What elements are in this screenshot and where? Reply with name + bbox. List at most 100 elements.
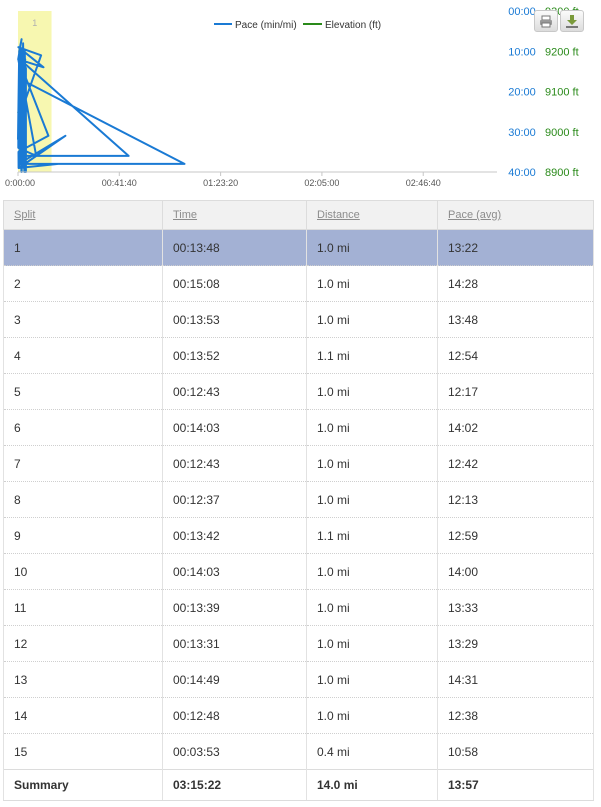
pace-tick-label: 00:00 [508,6,536,18]
cell-time: 00:12:48 [162,697,307,734]
table-row[interactable]: 2 00:15:08 1.0 mi 14:28 [3,265,594,302]
pace-series-line [17,38,186,173]
table-row[interactable]: 6 00:14:03 1.0 mi 14:02 [3,409,594,446]
cell-time: 00:13:53 [162,301,307,338]
download-button[interactable] [560,10,584,32]
summary-row: Summary 03:15:22 14.0 mi 13:57 [3,769,594,801]
table-row[interactable]: 12 00:13:31 1.0 mi 13:29 [3,625,594,662]
cell-distance: 1.1 mi [306,517,438,554]
cell-distance: 0.4 mi [306,733,438,770]
cell-split: 9 [3,517,163,554]
cell-time: 00:14:03 [162,553,307,590]
column-header-distance[interactable]: Distance [306,200,438,230]
download-icon [566,15,578,28]
cell-distance: 1.0 mi [306,661,438,698]
pace-tick-label: 10:00 [508,46,536,58]
cell-time: 00:15:08 [162,265,307,302]
cell-split: 1 [3,229,163,266]
cell-pace: 13:33 [437,589,594,626]
cell-distance: 1.0 mi [306,589,438,626]
pace-elevation-chart: 1 0:00:00 00:41:40 01:23:20 02:05:00 02:46:4… [0,0,601,196]
selected-split-marker: 1 [32,18,37,28]
cell-split: 12 [3,625,163,662]
cell-pace: 13:48 [437,301,594,338]
pace-tick-label: 40:00 [508,167,536,179]
table-row[interactable]: 3 00:13:53 1.0 mi 13:48 [3,301,594,338]
cell-split: 3 [3,301,163,338]
table-row[interactable]: 1 00:13:48 1.0 mi 13:22 [3,229,594,266]
x-tick-label: 0:00:00 [5,178,35,188]
legend-elevation-label: Elevation (ft) [325,20,381,31]
print-button[interactable] [534,10,558,32]
cell-pace: 14:31 [437,661,594,698]
cell-pace: 14:00 [437,553,594,590]
elevation-tick-label: 9200 ft [545,46,579,58]
cell-distance: 1.0 mi [306,481,438,518]
table-header-row: Split Time Distance Pace (avg) [3,200,594,230]
cell-time: 00:13:42 [162,517,307,554]
chart-svg: 1 0:00:00 00:41:40 01:23:20 02:05:00 02:46:4… [5,6,579,188]
elevation-tick-label: 8900 ft [545,167,579,179]
cell-pace: 10:58 [437,733,594,770]
cell-time: 00:14:03 [162,409,307,446]
cell-split: 2 [3,265,163,302]
cell-distance: 1.0 mi [306,625,438,662]
table-row[interactable]: 10 00:14:03 1.0 mi 14:00 [3,553,594,590]
cell-distance: 1.0 mi [306,229,438,266]
cell-pace: 12:38 [437,697,594,734]
summary-label: Summary [3,769,163,801]
cell-time: 00:13:31 [162,625,307,662]
table-row[interactable]: 9 00:13:42 1.1 mi 12:59 [3,517,594,554]
cell-time: 00:13:48 [162,229,307,266]
cell-time: 00:12:43 [162,445,307,482]
table-row[interactable]: 14 00:12:48 1.0 mi 12:38 [3,697,594,734]
x-tick-label: 01:23:20 [203,178,238,188]
cell-distance: 1.0 mi [306,265,438,302]
x-tick-label: 00:41:40 [102,178,137,188]
table-row[interactable]: 11 00:13:39 1.0 mi 13:33 [3,589,594,626]
cell-pace: 14:28 [437,265,594,302]
summary-pace: 13:57 [437,769,594,801]
pace-tick-label: 30:00 [508,127,536,139]
cell-split: 5 [3,373,163,410]
table-row[interactable]: 4 00:13:52 1.1 mi 12:54 [3,337,594,374]
cell-pace: 12:59 [437,517,594,554]
cell-distance: 1.0 mi [306,697,438,734]
table-row[interactable]: 7 00:12:43 1.0 mi 12:42 [3,445,594,482]
table-row[interactable]: 8 00:12:37 1.0 mi 12:13 [3,481,594,518]
cell-pace: 12:13 [437,481,594,518]
cell-split: 4 [3,337,163,374]
cell-distance: 1.1 mi [306,337,438,374]
cell-split: 8 [3,481,163,518]
cell-pace: 13:22 [437,229,594,266]
column-header-time[interactable]: Time [162,200,307,230]
cell-split: 11 [3,589,163,626]
table-row[interactable]: 5 00:12:43 1.0 mi 12:17 [3,373,594,410]
cell-time: 00:13:52 [162,337,307,374]
print-icon [540,15,552,27]
cell-time: 00:14:49 [162,661,307,698]
column-header-split[interactable]: Split [3,200,163,230]
cell-time: 00:12:43 [162,373,307,410]
table-row[interactable]: 13 00:14:49 1.0 mi 14:31 [3,661,594,698]
x-tick-label: 02:05:00 [304,178,339,188]
splits-table: Split Time Distance Pace (avg) 1 00:13:48… [3,200,594,801]
chart-legend: Pace (min/mi) Elevation (ft) [214,20,381,31]
legend-pace-label: Pace (min/mi) [235,20,297,31]
cell-split: 10 [3,553,163,590]
cell-pace: 12:17 [437,373,594,410]
cell-distance: 1.0 mi [306,445,438,482]
cell-distance: 1.0 mi [306,373,438,410]
cell-distance: 1.0 mi [306,409,438,446]
elevation-tick-label: 9100 ft [545,87,579,99]
cell-time: 00:13:39 [162,589,307,626]
cell-distance: 1.0 mi [306,301,438,338]
cell-time: 00:12:37 [162,481,307,518]
cell-split: 6 [3,409,163,446]
table-row[interactable]: 15 00:03:53 0.4 mi 10:58 [3,733,594,770]
cell-pace: 14:02 [437,409,594,446]
cell-time: 00:03:53 [162,733,307,770]
cell-distance: 1.0 mi [306,553,438,590]
column-header-pace[interactable]: Pace (avg) [437,200,594,230]
x-tick-label: 02:46:40 [406,178,441,188]
